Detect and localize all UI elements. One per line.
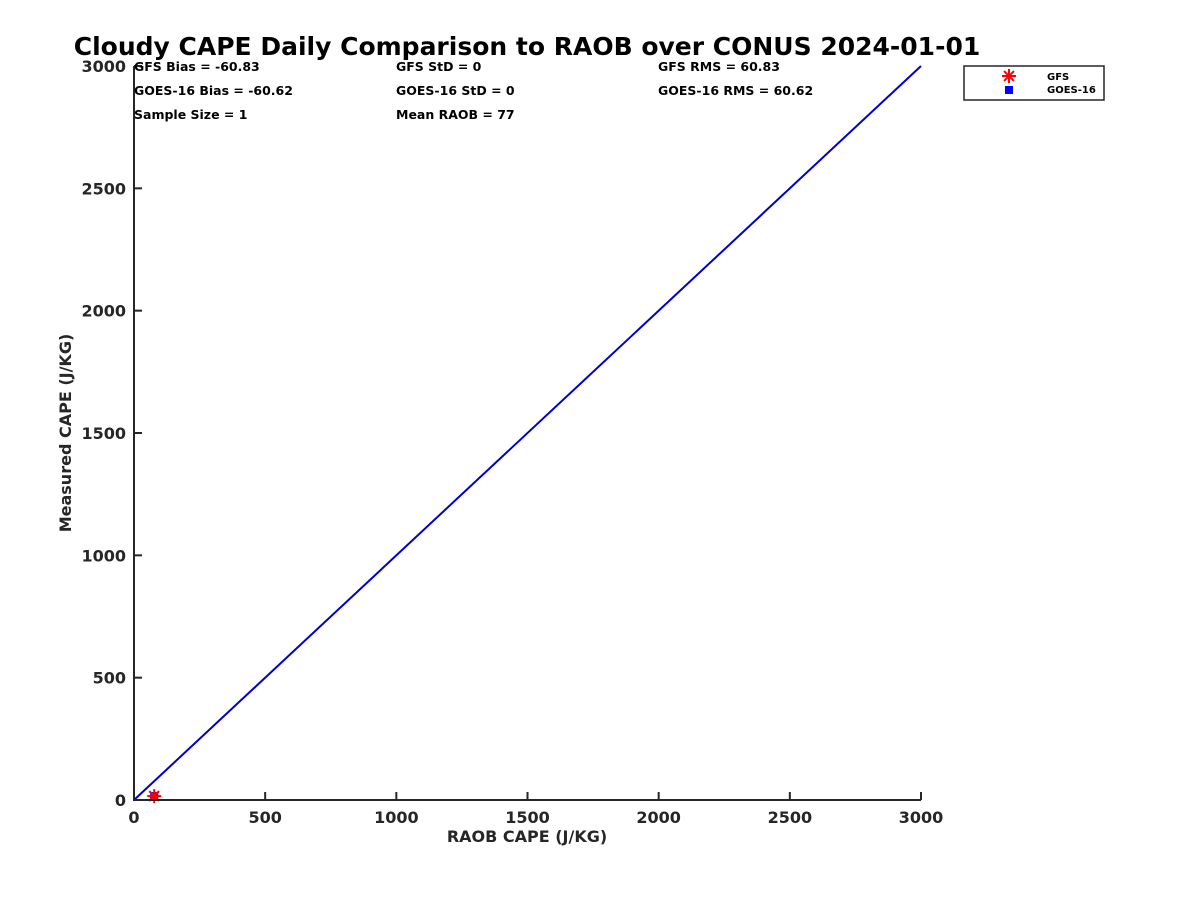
legend-gfs-asterisk: [1002, 69, 1016, 83]
statistics-annotations: GFS Bias = -60.83 GFS StD = 0 GFS RMS = 60…: [134, 59, 813, 122]
y-tick-label: 500: [93, 669, 126, 688]
x-tick-label: 500: [248, 808, 281, 827]
x-tick-label: 2500: [768, 808, 813, 827]
stat-annotation: GOES-16 Bias = -60.62: [134, 83, 293, 98]
stat-annotation: Sample Size = 1: [134, 107, 247, 122]
y-tick-label: 2000: [81, 302, 126, 321]
y-axis-ticks: 0 500 1000 1500 2000 2500 3000: [81, 57, 142, 810]
y-tick-label: 0: [115, 791, 126, 810]
y-axis-label: Measured CAPE (J/KG): [56, 334, 75, 533]
x-tick-label: 1500: [505, 808, 550, 827]
x-tick-label: 2000: [636, 808, 681, 827]
chart-title: Cloudy CAPE Daily Comparison to RAOB ove…: [74, 32, 980, 61]
legend-goes16-label: GOES-16: [1047, 85, 1096, 96]
stat-annotation: GOES-16 RMS = 60.62: [658, 83, 813, 98]
one-to-one-line: [133, 65, 922, 801]
y-tick-label: 1000: [81, 546, 126, 565]
stat-annotation: Mean RAOB = 77: [396, 107, 515, 122]
stat-annotation: GFS StD = 0: [396, 59, 482, 74]
stat-annotation: GOES-16 StD = 0: [396, 83, 515, 98]
x-tick-label: 0: [128, 808, 139, 827]
legend-gfs-marker: [1002, 69, 1016, 83]
legend: GFS GOES-16: [963, 65, 1105, 101]
x-tick-label: 1000: [374, 808, 419, 827]
legend-box: [963, 65, 1105, 101]
legend-goes16-marker: [1005, 86, 1013, 94]
y-tick-label: 3000: [81, 57, 126, 76]
stat-annotation: GFS RMS = 60.83: [658, 59, 780, 74]
x-axis-ticks: 0 500 1000 1500 2000 2500 3000: [128, 792, 943, 827]
x-axis-label: RAOB CAPE (J/KG): [447, 827, 607, 846]
plot-area: [133, 65, 922, 804]
x-tick-label: 3000: [899, 808, 944, 827]
legend-goes16-square: [1005, 86, 1013, 94]
y-tick-label: 2500: [81, 179, 126, 198]
legend-gfs-label: GFS: [1047, 72, 1069, 83]
stat-annotation: GFS Bias = -60.83: [134, 59, 260, 74]
y-tick-label: 1500: [81, 424, 126, 443]
